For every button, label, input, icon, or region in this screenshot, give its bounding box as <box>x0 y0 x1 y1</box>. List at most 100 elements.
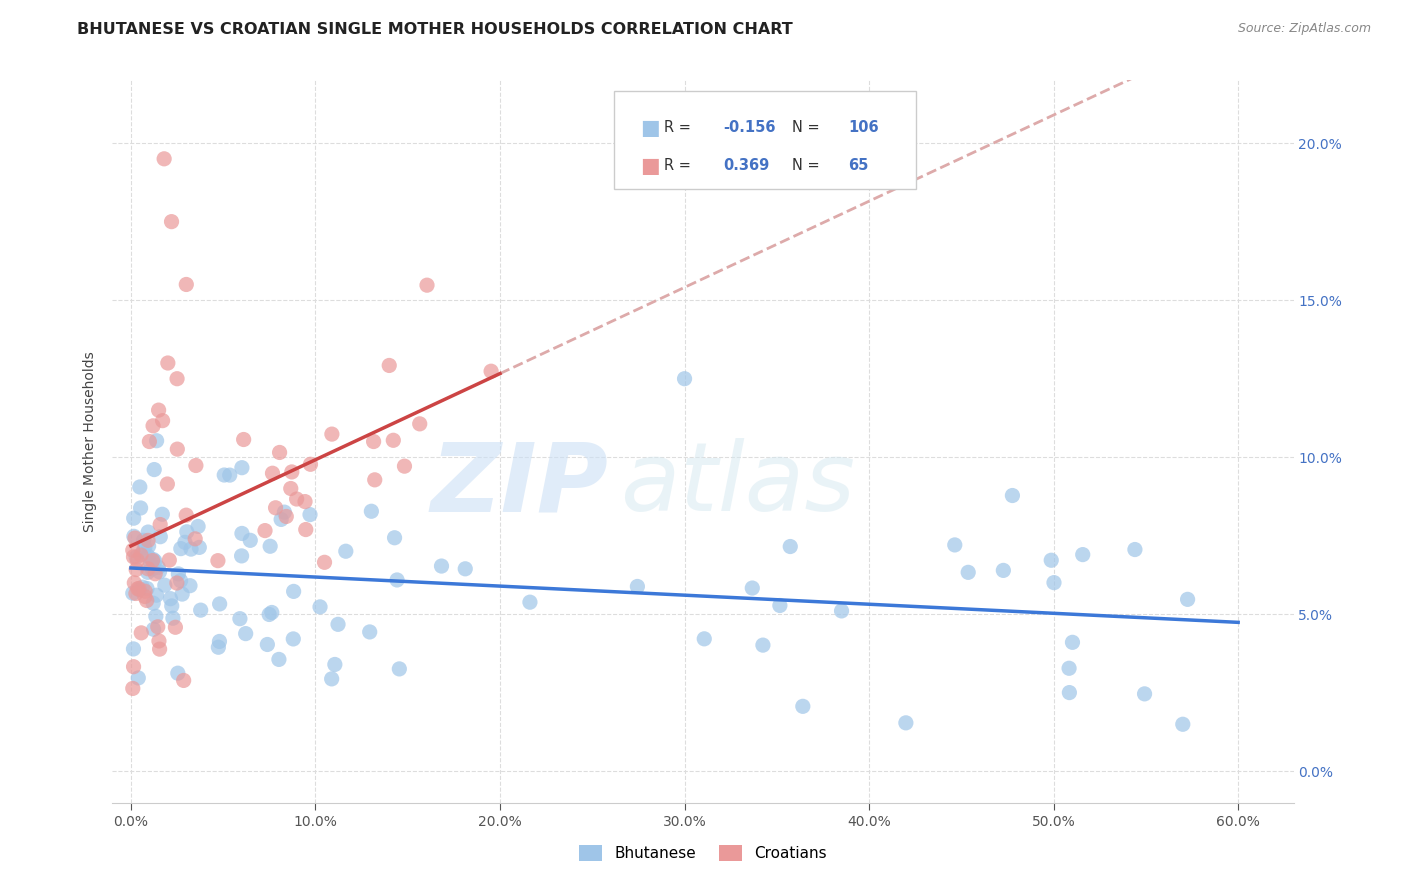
Point <box>184 458 207 473</box>
Point <box>145 609 167 624</box>
Text: atlas: atlas <box>620 438 855 532</box>
Point <box>121 543 143 558</box>
Point <box>152 414 174 428</box>
Point <box>142 596 165 610</box>
Point <box>752 638 775 652</box>
Point <box>314 555 336 569</box>
Point <box>121 586 143 600</box>
Point <box>172 587 194 601</box>
Point <box>262 467 284 481</box>
Point <box>273 505 295 519</box>
Point <box>131 580 153 594</box>
Point <box>321 672 343 686</box>
Point <box>156 477 179 491</box>
Text: ■: ■ <box>640 155 661 176</box>
Point <box>1133 687 1156 701</box>
Point <box>127 582 149 596</box>
Point <box>993 563 1015 577</box>
Point <box>125 563 148 577</box>
Text: 65: 65 <box>848 158 869 173</box>
Point <box>298 508 321 522</box>
Point <box>1057 661 1080 675</box>
Point <box>136 582 159 596</box>
Point <box>162 611 184 625</box>
Point <box>208 597 231 611</box>
Point <box>148 560 170 574</box>
Point <box>283 632 305 646</box>
Point <box>769 599 792 613</box>
Point <box>190 603 212 617</box>
Point <box>364 473 387 487</box>
Point <box>138 539 160 553</box>
Point <box>1059 685 1081 699</box>
Point <box>363 434 385 449</box>
Point <box>121 681 143 696</box>
Point <box>145 434 167 448</box>
Point <box>143 566 166 581</box>
Point <box>132 533 155 548</box>
Text: R =: R = <box>664 158 690 173</box>
Text: ■: ■ <box>640 118 661 138</box>
Point <box>153 578 176 592</box>
Point <box>127 553 149 567</box>
Point <box>294 494 316 508</box>
Point <box>454 562 477 576</box>
Point <box>145 588 167 602</box>
Text: BHUTANESE VS CROATIAN SINGLE MOTHER HOUSEHOLDS CORRELATION CHART: BHUTANESE VS CROATIAN SINGLE MOTHER HOUS… <box>77 22 793 37</box>
Point <box>134 541 156 555</box>
Point <box>231 549 253 563</box>
Legend: Bhutanese, Croatians: Bhutanese, Croatians <box>574 839 832 867</box>
Point <box>166 372 188 386</box>
Point <box>207 640 229 655</box>
Point <box>378 359 401 373</box>
Point <box>136 562 159 576</box>
Point <box>943 538 966 552</box>
Point <box>1123 542 1146 557</box>
Point <box>231 526 253 541</box>
Point <box>166 442 188 457</box>
Point <box>416 278 439 293</box>
Point <box>741 581 763 595</box>
Point <box>129 500 152 515</box>
Point <box>382 434 405 448</box>
Point <box>136 549 159 564</box>
Point <box>188 541 211 555</box>
Text: N =: N = <box>792 120 820 136</box>
Point <box>174 508 197 523</box>
Point <box>626 579 648 593</box>
Point <box>256 638 278 652</box>
Point <box>142 418 165 433</box>
Point <box>129 548 152 562</box>
Point <box>174 277 197 292</box>
Point <box>673 372 696 386</box>
Point <box>141 553 163 567</box>
Point <box>187 519 209 533</box>
Point <box>276 509 298 524</box>
Point <box>430 559 453 574</box>
Point <box>146 620 169 634</box>
Point <box>122 641 145 656</box>
Point <box>122 549 145 564</box>
Point <box>157 553 180 567</box>
Text: ZIP: ZIP <box>430 438 609 532</box>
Point <box>125 550 148 565</box>
Point <box>122 659 145 673</box>
Point <box>142 552 165 566</box>
Point <box>283 584 305 599</box>
Point <box>385 573 408 587</box>
Point <box>257 607 280 622</box>
Point <box>479 364 502 378</box>
Point <box>159 591 181 606</box>
Point <box>124 575 146 590</box>
Point <box>218 468 240 483</box>
Point <box>1040 553 1063 567</box>
Point <box>1171 717 1194 731</box>
Point <box>166 666 188 681</box>
Point <box>326 617 349 632</box>
Point <box>136 533 159 548</box>
Point <box>269 445 291 459</box>
Point <box>150 508 173 522</box>
Point <box>149 642 172 657</box>
Point <box>360 504 382 518</box>
Point <box>208 634 231 648</box>
